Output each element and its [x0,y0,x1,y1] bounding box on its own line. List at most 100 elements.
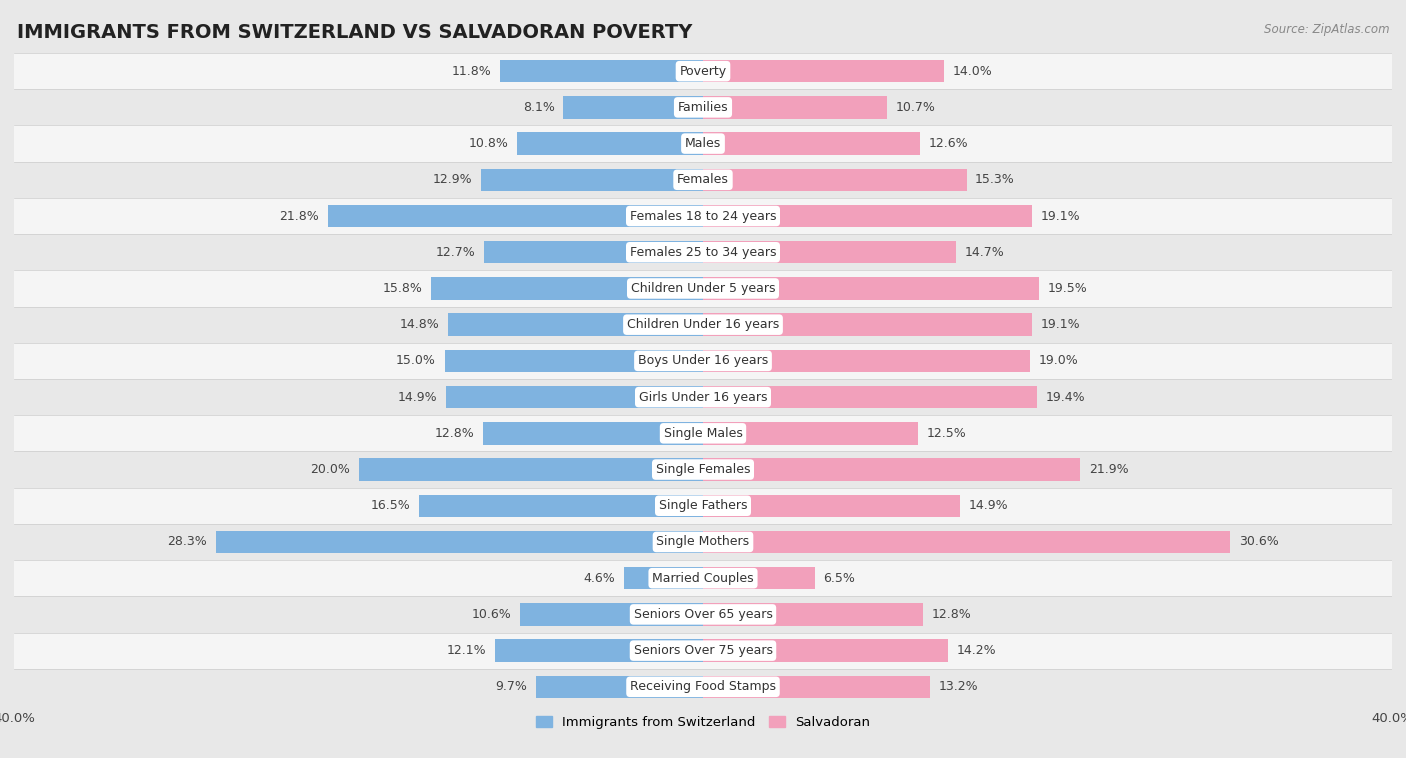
Bar [444,349,703,372]
Bar [517,133,703,155]
Bar [14,452,1392,487]
Bar [14,161,1392,198]
Text: Single Females: Single Females [655,463,751,476]
Text: Seniors Over 65 years: Seniors Over 65 years [634,608,772,621]
Text: 12.9%: 12.9% [433,174,472,186]
Bar [14,234,1392,271]
Text: 14.7%: 14.7% [965,246,1004,258]
Text: 12.7%: 12.7% [436,246,475,258]
Text: Poverty: Poverty [679,64,727,77]
Bar [482,422,703,444]
Bar [703,494,960,517]
Text: 12.1%: 12.1% [446,644,486,657]
Text: Females: Females [678,174,728,186]
Bar [14,379,1392,415]
Bar [499,60,703,83]
Text: IMMIGRANTS FROM SWITZERLAND VS SALVADORAN POVERTY: IMMIGRANTS FROM SWITZERLAND VS SALVADORA… [17,23,692,42]
Bar [14,597,1392,632]
Text: 30.6%: 30.6% [1239,535,1278,549]
Text: 12.8%: 12.8% [932,608,972,621]
Text: 16.5%: 16.5% [370,500,411,512]
Bar [419,494,703,517]
Text: Females 18 to 24 years: Females 18 to 24 years [630,209,776,223]
Text: Children Under 16 years: Children Under 16 years [627,318,779,331]
Bar [14,524,1392,560]
Bar [520,603,703,625]
Text: 11.8%: 11.8% [451,64,491,77]
Bar [14,126,1392,161]
Bar [14,487,1392,524]
Bar [703,386,1038,409]
Text: 19.0%: 19.0% [1039,355,1078,368]
Text: 19.1%: 19.1% [1040,209,1080,223]
Bar [564,96,703,118]
Text: Boys Under 16 years: Boys Under 16 years [638,355,768,368]
Text: 9.7%: 9.7% [495,681,527,694]
Bar [14,560,1392,597]
Text: Source: ZipAtlas.com: Source: ZipAtlas.com [1264,23,1389,36]
Bar [14,53,1392,89]
Text: 14.0%: 14.0% [953,64,993,77]
Bar [703,640,948,662]
Text: 4.6%: 4.6% [583,572,616,584]
Text: 15.0%: 15.0% [396,355,436,368]
Bar [14,271,1392,306]
Text: 6.5%: 6.5% [824,572,855,584]
Text: 19.4%: 19.4% [1046,390,1085,403]
Bar [14,89,1392,126]
Text: 10.7%: 10.7% [896,101,936,114]
Text: 12.6%: 12.6% [928,137,969,150]
Bar [703,459,1080,481]
Bar [703,205,1032,227]
Text: 10.6%: 10.6% [472,608,512,621]
Text: Single Fathers: Single Fathers [659,500,747,512]
Text: Girls Under 16 years: Girls Under 16 years [638,390,768,403]
Bar [495,640,703,662]
Bar [14,343,1392,379]
Text: Families: Families [678,101,728,114]
Bar [328,205,703,227]
Text: 14.9%: 14.9% [398,390,437,403]
Bar [14,306,1392,343]
Text: 14.9%: 14.9% [969,500,1008,512]
Bar [703,168,966,191]
Bar [215,531,703,553]
Bar [536,675,703,698]
Text: 15.8%: 15.8% [382,282,422,295]
Text: 12.5%: 12.5% [927,427,967,440]
Bar [703,60,945,83]
Bar [359,459,703,481]
Text: Single Mothers: Single Mothers [657,535,749,549]
Text: Single Males: Single Males [664,427,742,440]
Text: 13.2%: 13.2% [939,681,979,694]
Legend: Immigrants from Switzerland, Salvadoran: Immigrants from Switzerland, Salvadoran [530,710,876,735]
Text: Receiving Food Stamps: Receiving Food Stamps [630,681,776,694]
Bar [703,531,1230,553]
Text: 14.8%: 14.8% [399,318,440,331]
Bar [703,422,918,444]
Text: 21.8%: 21.8% [280,209,319,223]
Text: 8.1%: 8.1% [523,101,555,114]
Bar [703,241,956,264]
Text: Married Couples: Married Couples [652,572,754,584]
Text: Males: Males [685,137,721,150]
Bar [703,675,931,698]
Bar [14,669,1392,705]
Bar [703,567,815,590]
Text: 28.3%: 28.3% [167,535,207,549]
Bar [703,133,920,155]
Bar [484,241,703,264]
Bar [14,415,1392,452]
Text: Females 25 to 34 years: Females 25 to 34 years [630,246,776,258]
Text: 19.5%: 19.5% [1047,282,1087,295]
Bar [703,349,1031,372]
Bar [449,314,703,336]
Text: 21.9%: 21.9% [1088,463,1129,476]
Bar [14,632,1392,669]
Bar [481,168,703,191]
Bar [430,277,703,299]
Text: 14.2%: 14.2% [956,644,995,657]
Bar [624,567,703,590]
Text: 20.0%: 20.0% [311,463,350,476]
Text: 12.8%: 12.8% [434,427,474,440]
